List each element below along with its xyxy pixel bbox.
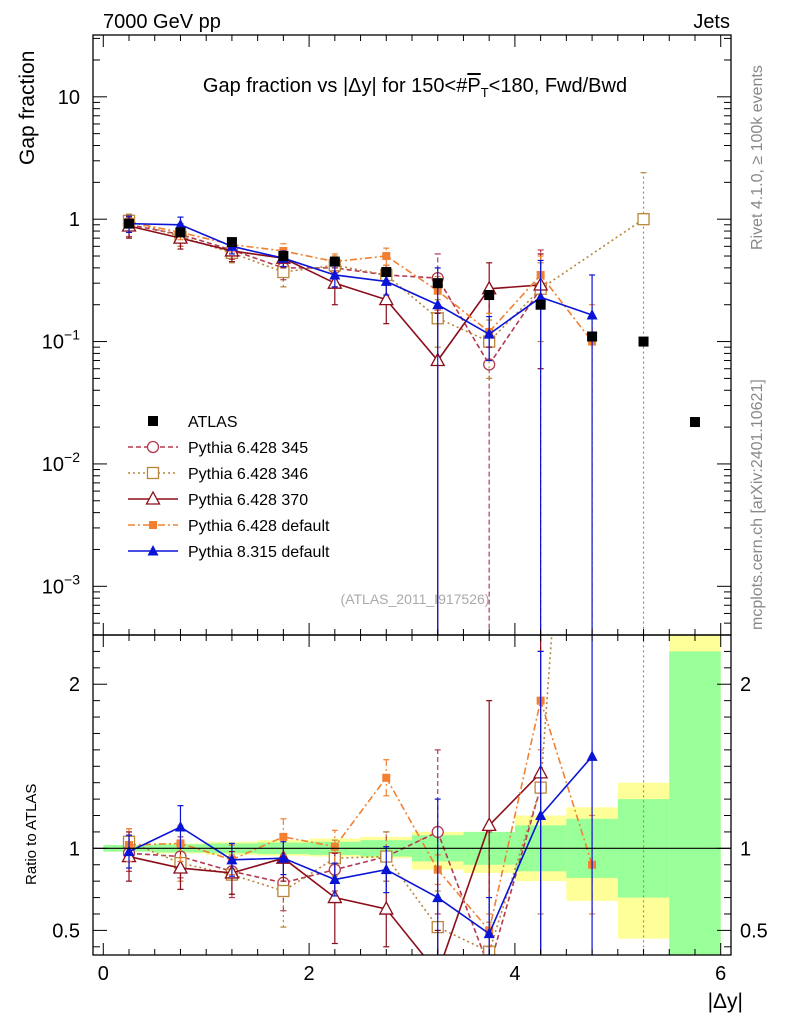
series-1-ratio-point bbox=[277, 884, 290, 898]
series-4-point bbox=[535, 291, 547, 302]
series-4-ratio-point bbox=[380, 863, 392, 875]
jets-label: Jets bbox=[693, 11, 730, 33]
y-tick-label-bottom-right: 0.5 bbox=[740, 920, 768, 942]
legend: ATLAS Pythia 6.428 345 Pythia 6.428 346 Pyt… bbox=[128, 414, 330, 561]
series-4-point bbox=[329, 268, 341, 280]
atlas-data-point bbox=[535, 299, 546, 310]
series-4-ratio-point bbox=[329, 873, 341, 885]
series-3-ratio-point bbox=[382, 773, 391, 782]
y-tick-label-bottom-left: 0.5 bbox=[52, 920, 80, 942]
legend-marker-0 bbox=[146, 440, 160, 454]
x-tick-label: 4 bbox=[509, 963, 520, 985]
legend-label-3: Pythia 6.428 default bbox=[188, 518, 330, 535]
legend-marker-4 bbox=[147, 545, 159, 556]
atlas-data-point bbox=[587, 331, 598, 342]
y-tick-label-top: 1 bbox=[69, 209, 80, 231]
chart-title: Gap fraction vs |Δy| for 150<#PT<180, Fw… bbox=[203, 75, 627, 100]
legend-marker-atlas bbox=[148, 416, 158, 426]
y-tick-label-top: 10−3 bbox=[42, 571, 80, 598]
atlas-data-point bbox=[329, 256, 340, 267]
series-4-ratio-point bbox=[174, 821, 186, 832]
legend-label-1: Pythia 6.428 346 bbox=[188, 466, 308, 483]
series-3-point bbox=[382, 252, 391, 261]
rivet-version-label: Rivet 4.1.0, ≥ 100k events bbox=[749, 65, 766, 250]
series-4-line bbox=[128, 222, 593, 336]
series-2-ratio-point bbox=[378, 900, 394, 915]
series-3-ratio-line bbox=[128, 697, 593, 933]
y-tick-label-bottom-right: 1 bbox=[740, 838, 751, 860]
series-4-ratio-point bbox=[483, 927, 495, 939]
series-4-point bbox=[432, 298, 444, 310]
atlas-data-point bbox=[484, 290, 495, 301]
legend-marker-1 bbox=[146, 466, 160, 480]
legend-label-atlas: ATLAS bbox=[188, 414, 238, 431]
series-1-point bbox=[637, 213, 650, 226]
band-stat-bin bbox=[669, 651, 721, 955]
series-4-ratio-point bbox=[586, 750, 598, 761]
y-axis-label-top: Gap fraction bbox=[16, 51, 39, 165]
atlas-data-point bbox=[124, 218, 135, 229]
series-4-ratio-point bbox=[535, 809, 547, 821]
analysis-id-watermark: (ATLAS_2011_I917526) bbox=[341, 591, 490, 607]
legend-label-4: Pythia 8.315 default bbox=[188, 544, 330, 561]
atlas-data-point bbox=[175, 227, 186, 238]
y-tick-label-top: 10 bbox=[58, 87, 80, 109]
ratio-panel-data bbox=[93, 635, 731, 978]
atlas-data-point bbox=[278, 251, 289, 262]
series-2-ratio-point bbox=[481, 816, 497, 832]
series-3-ratio-point bbox=[330, 842, 339, 851]
energy-label: 7000 GeV pp bbox=[103, 11, 221, 33]
x-tick-label: 6 bbox=[715, 963, 726, 985]
series-4-point bbox=[586, 308, 598, 320]
series-3-line bbox=[128, 221, 593, 343]
y-axis-label-bottom: Ratio to ATLAS bbox=[23, 784, 40, 885]
axes: 0 2 4 6 10 1 10−1 10−2 10−3 0.5 0.5 1 1 2 2 bbox=[42, 34, 768, 985]
x-tick-label: 2 bbox=[304, 963, 315, 985]
legend-marker-2 bbox=[145, 490, 161, 505]
series-2-point bbox=[378, 291, 394, 306]
y-tick-label-bottom-left: 1 bbox=[69, 838, 80, 860]
series-2-ratio-point bbox=[431, 966, 444, 978]
legend-marker-3 bbox=[149, 521, 157, 529]
series-4-ratio-point bbox=[226, 853, 238, 865]
series-0-ratio-point bbox=[484, 963, 495, 974]
series-1-ratio-line bbox=[128, 635, 553, 953]
y-tick-label-top: 10−2 bbox=[42, 449, 80, 476]
atlas-data-point bbox=[689, 417, 700, 428]
series-4-ratio-line bbox=[128, 755, 593, 935]
atlas-data-point bbox=[381, 267, 392, 278]
y-tick-label-top: 10−1 bbox=[42, 327, 80, 354]
series-4-point bbox=[174, 218, 186, 230]
mc-uncertainty-bands bbox=[103, 635, 721, 955]
top-panel-data bbox=[121, 172, 700, 635]
series-2-ratio-point bbox=[172, 859, 189, 874]
atlas-data-point bbox=[638, 336, 649, 347]
series-2-ratio-point bbox=[327, 889, 343, 904]
y-tick-label-bottom-left: 2 bbox=[69, 674, 80, 696]
legend-label-0: Pythia 6.428 345 bbox=[188, 440, 308, 457]
series-4-point bbox=[380, 275, 392, 286]
x-tick-label: 0 bbox=[98, 963, 109, 985]
series-3-ratio-point bbox=[279, 832, 288, 841]
series-4-point bbox=[483, 328, 495, 339]
x-axis-label: |Δy| bbox=[708, 990, 743, 1013]
series-4-ratio-point bbox=[123, 845, 135, 857]
series-4-ratio-point bbox=[277, 852, 289, 863]
series-4-ratio-point bbox=[432, 891, 444, 903]
legend-label-2: Pythia 6.428 370 bbox=[188, 492, 308, 509]
atlas-data-point bbox=[226, 237, 237, 248]
mcplots-label: mcplots.cern.ch [arXiv:2401.10621] bbox=[749, 379, 766, 630]
atlas-data-point bbox=[432, 278, 443, 289]
y-tick-label-bottom-right: 2 bbox=[740, 674, 751, 696]
